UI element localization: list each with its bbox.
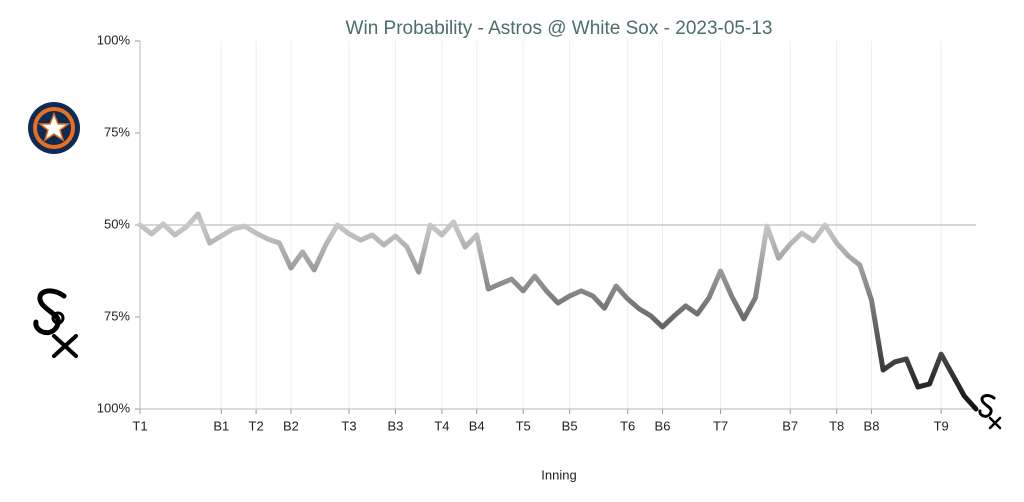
- x-tick-label: B5: [562, 418, 578, 433]
- white-sox-logo: [33, 288, 78, 358]
- astros-logo: [28, 102, 80, 154]
- x-tick-label: T9: [934, 418, 949, 433]
- white-sox-logo-small: [978, 393, 1002, 430]
- x-tick-label: T7: [713, 418, 728, 433]
- x-tick-label: T2: [249, 418, 264, 433]
- chart-title: Win Probability - Astros @ White Sox - 2…: [346, 18, 773, 39]
- x-tick-label: B4: [469, 418, 485, 433]
- x-tick-label: B1: [213, 418, 229, 433]
- win-probability-line: [137, 211, 979, 412]
- x-tick-label: B8: [864, 418, 880, 433]
- x-tick-label: T6: [620, 418, 635, 433]
- y-tick-label: 75%: [104, 124, 130, 139]
- x-tick-label: B3: [387, 418, 403, 433]
- y-tick-label: 100%: [97, 400, 131, 415]
- x-tick-label: B7: [782, 418, 798, 433]
- y-tick-label: 50%: [104, 216, 130, 231]
- x-tick-label: B6: [655, 418, 671, 433]
- x-tick-label: T3: [341, 418, 356, 433]
- x-tick-label: T8: [829, 418, 844, 433]
- x-tick-label: B2: [283, 418, 299, 433]
- y-tick-label: 75%: [104, 308, 130, 323]
- x-axis-label: Inning: [541, 467, 576, 482]
- x-tick-label: T5: [516, 418, 531, 433]
- y-tick-label: 100%: [97, 32, 131, 47]
- x-tick-label: T1: [132, 418, 147, 433]
- x-tick-label: T4: [434, 418, 449, 433]
